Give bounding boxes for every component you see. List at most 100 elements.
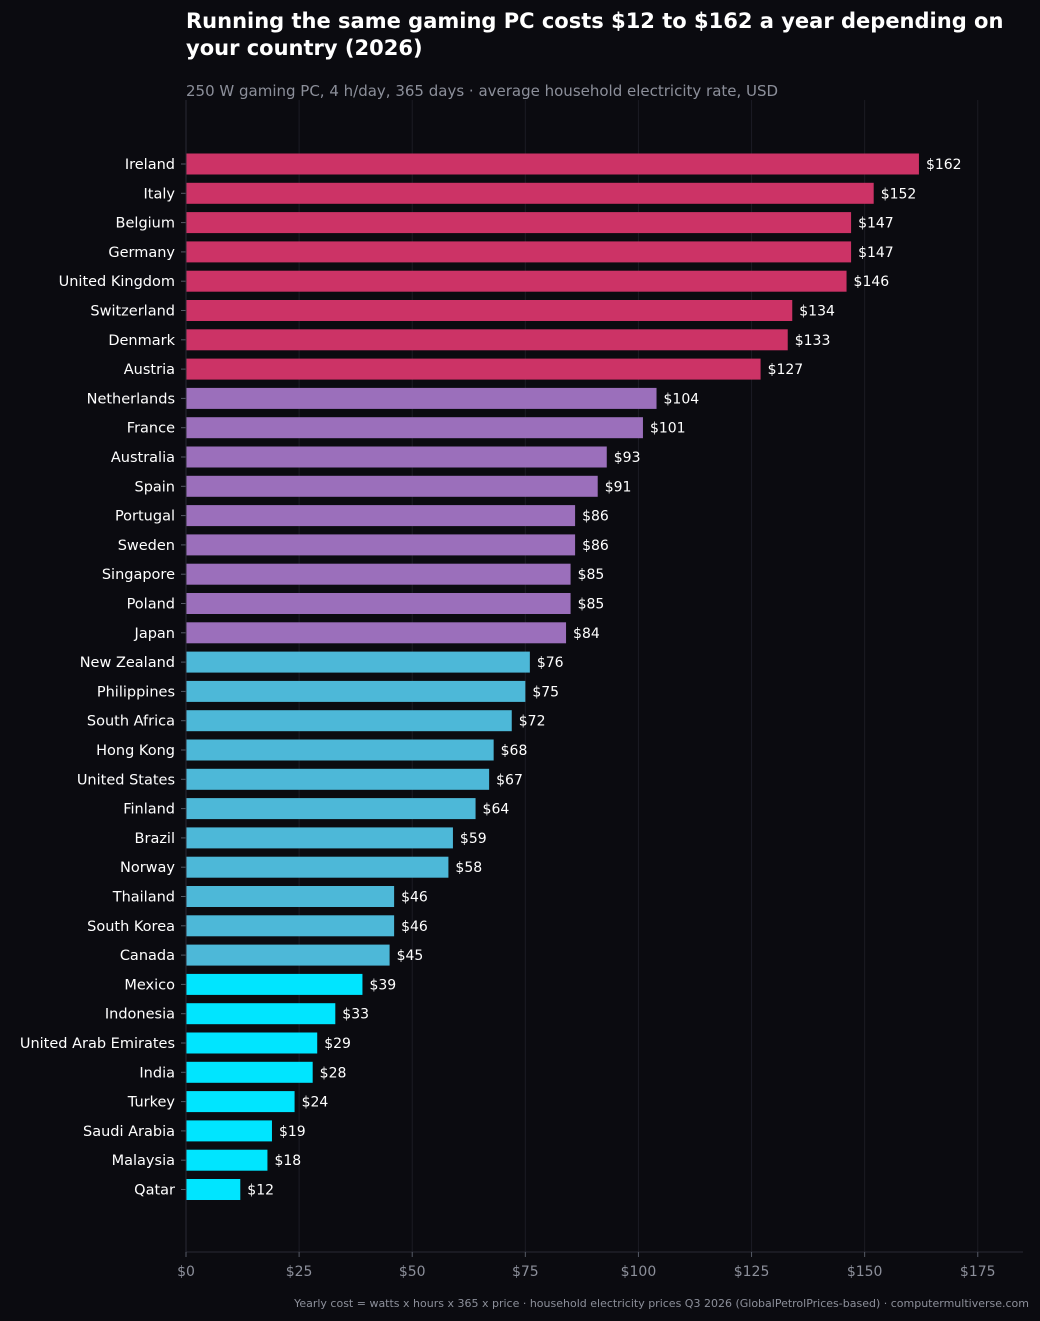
bar	[186, 1032, 318, 1054]
data-label: $12	[247, 1183, 274, 1199]
category-label: South Korea	[87, 919, 175, 935]
data-label: $76	[537, 655, 564, 671]
data-label: $67	[496, 772, 523, 788]
category-label: Brazil	[135, 831, 175, 847]
bar	[186, 710, 512, 732]
bar	[186, 417, 643, 439]
data-label: $68	[501, 743, 528, 759]
chart-footer: Yearly cost = watts x hours x 365 x pric…	[294, 1297, 1029, 1310]
chart-title: Running the same gaming PC costs $12 to …	[186, 9, 1004, 60]
x-tick-label: $25	[286, 1264, 313, 1280]
x-tick-label: $150	[847, 1264, 883, 1280]
category-labels: Ireland Italy Belgium Germany United Kingdom…	[20, 157, 186, 1199]
bar	[186, 593, 571, 614]
data-label: $64	[483, 802, 510, 818]
category-label: United Kingdom	[59, 274, 175, 290]
category-label: Finland	[123, 802, 175, 818]
bar	[186, 915, 395, 937]
data-label: $85	[578, 567, 605, 583]
data-label: $86	[582, 509, 609, 525]
chart-subtitle: 250 W gaming PC, 4 h/day, 365 days · ave…	[186, 82, 779, 100]
bar	[186, 241, 852, 263]
data-label: $86	[582, 538, 609, 554]
bar	[186, 622, 567, 644]
category-label: Netherlands	[87, 391, 175, 407]
bar	[186, 651, 530, 673]
category-label: Denmark	[108, 333, 175, 349]
bar	[186, 358, 761, 380]
category-label: Canada	[120, 948, 175, 964]
data-label: $33	[342, 1007, 369, 1023]
data-label: $45	[397, 948, 424, 964]
x-tick-label: $50	[399, 1264, 426, 1280]
data-label: $84	[573, 626, 600, 642]
bar	[186, 768, 490, 790]
category-label: Saudi Arabia	[83, 1124, 175, 1140]
category-label: Spain	[134, 479, 175, 495]
data-label: $162	[926, 157, 962, 173]
bar	[186, 300, 793, 321]
category-label: Malaysia	[112, 1153, 175, 1169]
bar	[186, 446, 607, 468]
data-label: $127	[768, 362, 804, 378]
bar	[186, 1179, 241, 1200]
data-label: $72	[519, 714, 546, 730]
data-label: $39	[369, 977, 396, 993]
category-label: Philippines	[97, 684, 175, 700]
bar	[186, 1091, 295, 1113]
data-label: $18	[274, 1153, 301, 1169]
category-label: Qatar	[134, 1183, 175, 1199]
category-label: Thailand	[112, 890, 175, 906]
bar	[186, 944, 390, 966]
data-label: $147	[858, 216, 894, 232]
category-label: United States	[77, 772, 175, 788]
bars	[186, 153, 919, 1200]
data-label: $46	[401, 919, 428, 935]
data-label: $152	[881, 186, 917, 202]
bar	[186, 153, 919, 175]
data-labels: $162 $152 $147 $147 $146 $134 $133 $127 $104 $101…	[247, 157, 961, 1199]
data-label: $28	[320, 1065, 347, 1081]
category-label: Portugal	[115, 509, 175, 525]
category-label: Japan	[134, 626, 175, 642]
data-label: $59	[460, 831, 487, 847]
category-label: Norway	[120, 860, 175, 876]
category-label: France	[127, 421, 175, 437]
x-tick-label: $75	[512, 1264, 539, 1280]
bar	[186, 329, 788, 351]
x-tick-label: $125	[734, 1264, 770, 1280]
category-label: Turkey	[127, 1095, 176, 1111]
bar	[186, 505, 576, 527]
bar	[186, 387, 657, 409]
bar	[186, 798, 476, 820]
data-label: $133	[795, 333, 831, 349]
data-label: $46	[401, 890, 428, 906]
data-label: $58	[455, 860, 482, 876]
data-label: $29	[324, 1036, 351, 1052]
category-label: India	[139, 1065, 175, 1081]
category-label: Australia	[111, 450, 175, 466]
category-label: Poland	[127, 597, 175, 613]
category-label: Austria	[124, 362, 175, 378]
bar	[186, 680, 526, 702]
data-label: $75	[532, 684, 559, 700]
bar	[186, 270, 847, 292]
category-label: Belgium	[116, 216, 175, 232]
data-label: $146	[854, 274, 890, 290]
data-label: $134	[799, 304, 835, 320]
data-label: $91	[605, 479, 632, 495]
data-label: $93	[614, 450, 641, 466]
category-label: United Arab Emirates	[20, 1036, 175, 1052]
bar	[186, 534, 576, 556]
category-label: Ireland	[125, 157, 175, 173]
category-label: Indonesia	[105, 1007, 175, 1023]
bar	[186, 475, 598, 497]
category-label: Germany	[108, 245, 175, 261]
category-label: South Africa	[87, 714, 175, 730]
x-tick-label: $100	[621, 1264, 657, 1280]
category-label: New Zealand	[80, 655, 175, 671]
bar	[186, 212, 852, 234]
bar	[186, 1061, 313, 1083]
bar	[186, 1120, 272, 1142]
